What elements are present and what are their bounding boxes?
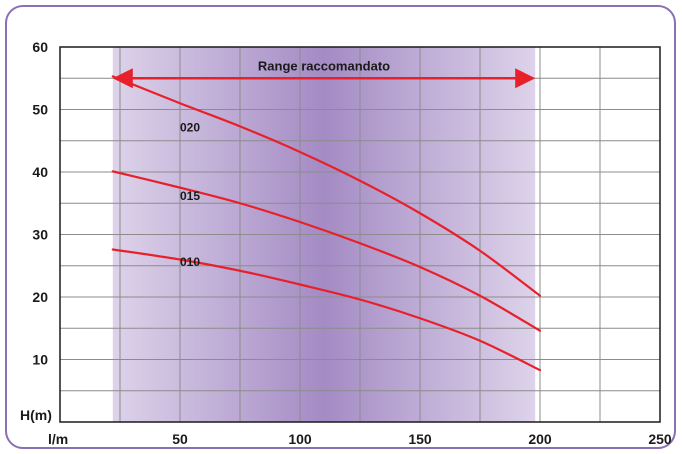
y-tick-label: 10 [32,352,48,368]
y-axis-unit: H(m) [20,407,52,423]
curve-020 [111,75,542,297]
x-tick-label: 50 [172,431,188,447]
range-label: Range raccomandato [258,58,390,73]
x-tick-label: 100 [288,431,312,447]
series-label-015: 015 [180,189,200,203]
y-tick-label: 30 [32,227,48,243]
y-tick-label: 40 [32,164,48,180]
curve-010 [111,248,542,372]
y-tick-label: 60 [32,39,48,55]
curve-015 [111,170,542,332]
x-tick-label: 150 [408,431,432,447]
y-tick-label: 50 [32,102,48,118]
series-label-020: 020 [180,120,200,134]
x-tick-label: 250 [648,431,672,447]
series-label-010: 010 [180,255,200,269]
plot-border [59,46,661,423]
y-tick-label: 20 [32,289,48,305]
x-axis-unit: l/m [48,431,68,447]
x-tick-label: 200 [528,431,552,447]
